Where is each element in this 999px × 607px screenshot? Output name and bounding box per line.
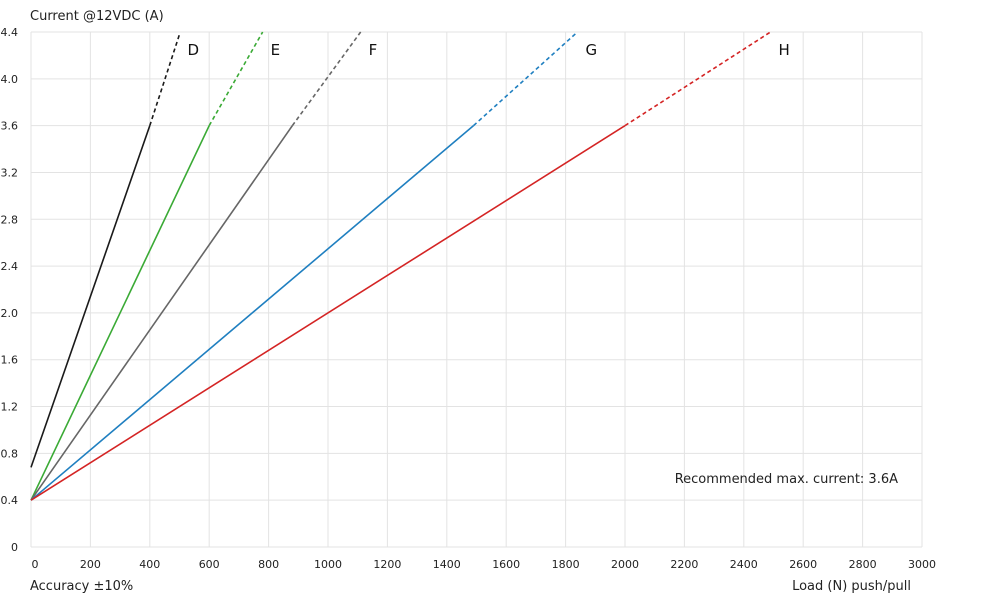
x-tick-label: 800 bbox=[258, 558, 279, 571]
x-tick-label: 1400 bbox=[433, 558, 461, 571]
y-tick-label: 1.2 bbox=[1, 401, 19, 414]
x-tick-label: 1800 bbox=[552, 558, 580, 571]
series-labels: D E F G H bbox=[188, 41, 790, 59]
x-tick-label: 1200 bbox=[373, 558, 401, 571]
series-d-line bbox=[30, 125, 151, 468]
x-tick-label: 200 bbox=[80, 558, 101, 571]
y-tick-label: 0.8 bbox=[1, 447, 19, 460]
y-tick-label: 3.2 bbox=[1, 166, 19, 179]
x-tick-label: 2600 bbox=[789, 558, 817, 571]
series-e-label: E bbox=[271, 41, 280, 59]
y-tick-label: 3.6 bbox=[1, 120, 19, 133]
series-f-dashed-line bbox=[291, 31, 362, 127]
series-e-line bbox=[30, 125, 210, 501]
series-h-label: H bbox=[779, 41, 790, 59]
series-f-line bbox=[30, 125, 294, 501]
x-tick-label: 600 bbox=[199, 558, 220, 571]
accuracy-note: Accuracy ±10% bbox=[30, 579, 133, 594]
y-tick-label: 2.0 bbox=[1, 307, 19, 320]
series-h-line bbox=[30, 124, 626, 501]
series-g-dashed-line bbox=[472, 31, 579, 127]
y-axis-title: Current @12VDC (A) bbox=[30, 9, 164, 24]
series-g-label: G bbox=[585, 41, 597, 59]
x-tick-label: 2800 bbox=[849, 558, 877, 571]
y-tick-label: 1.6 bbox=[1, 354, 19, 367]
x-tick-label: 3000 bbox=[908, 558, 936, 571]
x-tick-label: 0 bbox=[32, 558, 39, 571]
y-tick-label: 0 bbox=[11, 541, 18, 554]
series-f-label: F bbox=[369, 41, 378, 59]
recommended-current-note: Recommended max. current: 3.6A bbox=[675, 472, 898, 487]
y-tick-label: 0.4 bbox=[1, 494, 19, 507]
x-tick-label: 2000 bbox=[611, 558, 639, 571]
series-lines bbox=[30, 31, 771, 501]
x-tick-label: 2400 bbox=[730, 558, 758, 571]
series-e-dashed-line bbox=[208, 31, 264, 127]
series-g-line bbox=[30, 125, 475, 501]
x-tick-label: 2200 bbox=[670, 558, 698, 571]
y-tick-label: 4.4 bbox=[1, 26, 19, 39]
series-d-label: D bbox=[188, 41, 200, 59]
y-tick-label: 2.4 bbox=[1, 260, 19, 273]
x-tick-label: 1600 bbox=[492, 558, 520, 571]
y-tick-label: 4.0 bbox=[1, 73, 19, 86]
x-axis-title: Load (N) push/pull bbox=[792, 579, 911, 594]
x-tick-label: 400 bbox=[139, 558, 160, 571]
x-tick-label: 1000 bbox=[314, 558, 342, 571]
series-d-dashed-line bbox=[149, 34, 181, 126]
grid bbox=[30, 31, 923, 548]
y-tick-labels: 0 0.4 0.8 1.2 1.6 2.0 2.4 2.8 3.2 3.6 4.0 4.4 bbox=[1, 26, 19, 554]
series-h-dashed-line bbox=[624, 31, 771, 127]
y-tick-label: 2.8 bbox=[1, 213, 19, 226]
x-tick-labels: 0 200 400 600 800 1000 1200 1400 1600 1800 2000 220… bbox=[32, 558, 937, 571]
